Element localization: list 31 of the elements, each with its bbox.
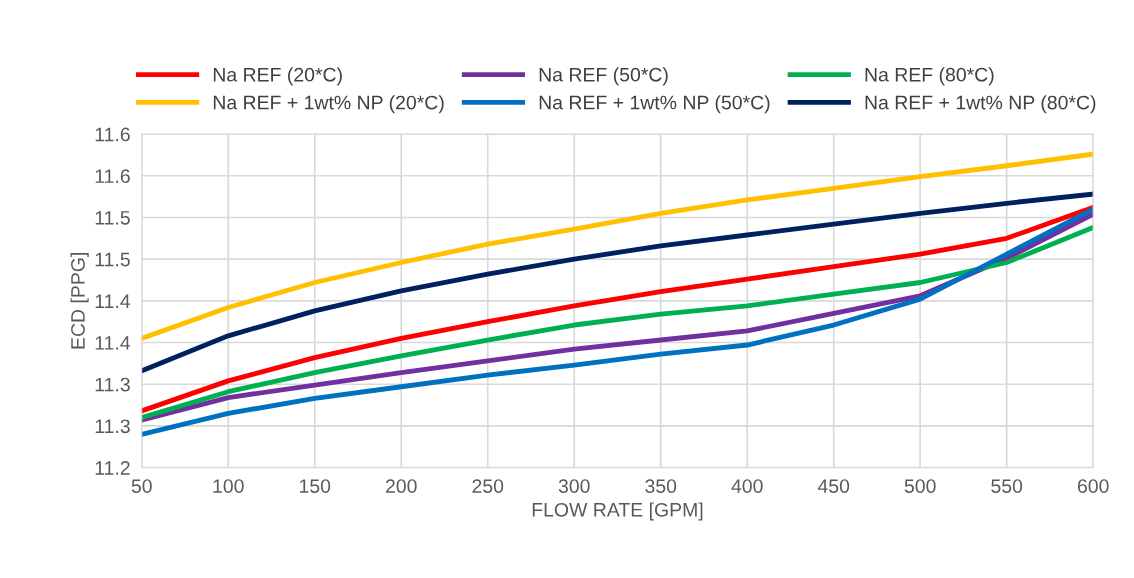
y-tick-label: 11.6: [95, 127, 130, 142]
x-tick-label: 350: [645, 479, 677, 493]
legend-label: Na REF (80*C): [865, 67, 994, 86]
x-tick-label: 450: [817, 479, 850, 493]
y-tick-label: 11.5: [95, 211, 130, 225]
line-series: [141, 151, 1094, 341]
y-tick-label: 11.5: [95, 252, 130, 267]
x-axis-title: FLOW RATE [GPM]: [532, 502, 703, 521]
x-tick-label: 400: [731, 479, 763, 493]
x-tick-label: 100: [213, 479, 244, 493]
y-tick-label: 11.2: [95, 461, 130, 475]
legend-label: Na REF (50*C): [539, 67, 668, 86]
legend-label: Na REF (20*C): [213, 67, 342, 86]
x-tick-label: 150: [300, 479, 331, 493]
y-axis-title: ECD [PPG]: [70, 253, 89, 349]
y-tick-label: 11.6: [95, 169, 130, 184]
x-tick-label: 250: [472, 479, 504, 493]
line-series: [141, 191, 1094, 374]
y-tick-label: 11.4: [95, 336, 131, 350]
x-tick-label: 550: [991, 479, 1023, 493]
y-tick-label: 11.3: [95, 419, 130, 434]
x-tick-label: 600: [1077, 479, 1109, 493]
x-tick-label: 300: [558, 479, 590, 493]
legend-label: Na REF + 1wt% NP (80*C): [865, 95, 1096, 114]
x-tick-label: 500: [904, 479, 936, 493]
legend-label: Na REF + 1wt% NP (50*C): [539, 95, 770, 114]
x-tick-label: 50: [131, 479, 152, 493]
legend-label: Na REF + 1wt% NP (20*C): [213, 95, 444, 114]
x-tick-label: 200: [385, 479, 417, 493]
y-tick-label: 11.4: [95, 294, 131, 308]
y-tick-label: 11.3: [95, 377, 130, 392]
